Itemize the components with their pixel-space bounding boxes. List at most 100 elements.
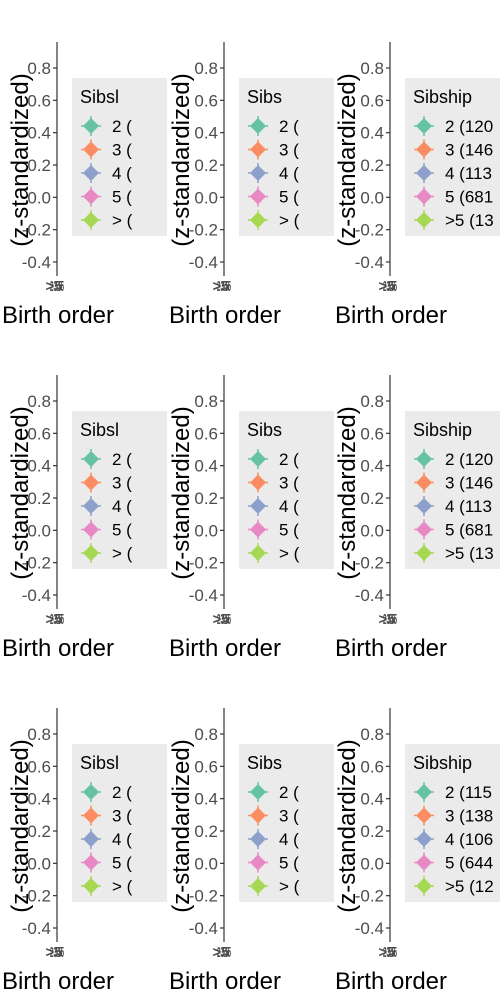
y-tick-label: 0.6 xyxy=(27,757,51,776)
legend-entry-label: 2 ( xyxy=(279,450,299,469)
legend: Sibs 2 (3 (4 (5 (> ( xyxy=(239,411,334,569)
y-tick-label: -0.2 xyxy=(189,221,218,240)
x-tick-label-gt5: >5 xyxy=(45,944,62,961)
legend-diamond-icon xyxy=(250,118,266,134)
y-axis-label: Agreeableness(z-standardized) xyxy=(333,406,361,579)
x-tick-label-overlap: 2345 xyxy=(217,278,231,295)
y-tick-label: 0.2 xyxy=(360,489,384,508)
legend-entry-label: 5 ( xyxy=(279,521,299,540)
y-tick-label: 0.4 xyxy=(27,790,51,809)
legend-entry-label: >5 (13 xyxy=(445,544,494,563)
y-axis-label-line2: (z-standardized) xyxy=(7,73,34,246)
legend-entry-label: 2 ( xyxy=(279,783,299,802)
legend-entry-label: 5 ( xyxy=(112,854,132,873)
legend: Sibship 2 (120 3 (146 4 (113 5 (681 >5 (13 xyxy=(405,78,500,236)
y-tick-label: 0.4 xyxy=(27,457,51,476)
y-tick-label: 0.4 xyxy=(360,457,384,476)
y-tick-label: -0.4 xyxy=(355,919,384,938)
legend-background xyxy=(72,78,167,236)
x-tick-label-overlap: 2345 xyxy=(217,944,231,961)
legend-entry-label: > ( xyxy=(279,544,300,563)
legend-diamond-icon xyxy=(250,854,266,871)
legend-entry-label: > ( xyxy=(279,211,300,230)
legend-title: Sibs xyxy=(247,87,282,107)
legend-background xyxy=(239,78,334,236)
legend-entry-label: 3 ( xyxy=(112,141,132,160)
y-tick-label: -0.4 xyxy=(189,586,218,605)
x-tick-label-overlap: 2345 xyxy=(50,611,64,628)
y-tick-label: 0.2 xyxy=(27,822,51,841)
legend-entry-label: >5 (13 xyxy=(445,211,494,230)
y-tick-label: 0.4 xyxy=(194,124,218,143)
legend-entry-label: 3 ( xyxy=(112,474,132,493)
y-tick-label: 0.4 xyxy=(360,124,384,143)
panel-3: Extraversion(z-standardized)0.8 0.6 0.4 0.2… xyxy=(334,42,500,329)
y-tick-label: 0.8 xyxy=(360,725,384,744)
legend-diamond-icon xyxy=(83,474,99,491)
legend-diamond-icon xyxy=(83,451,99,467)
legend-diamond-icon xyxy=(416,474,432,491)
legend-diamond-icon xyxy=(83,521,99,538)
legend-entry-label: 3 ( xyxy=(279,807,299,826)
legend-diamond-icon xyxy=(83,498,99,514)
legend-diamond-icon xyxy=(416,831,432,847)
legend-diamond-icon xyxy=(250,498,266,514)
legend-entry-label: 3 (146 xyxy=(445,474,493,493)
panel-content: (z-standardized)0.8 0.6 0.4 0.2 0.0 -0.2 -0.4 2… xyxy=(2,708,167,995)
legend-diamond-icon xyxy=(83,545,99,561)
x-axis-label: Birth order xyxy=(169,968,281,995)
y-tick-label: -0.2 xyxy=(189,554,218,573)
legend-entry-label: 3 ( xyxy=(279,474,299,493)
legend-entry-label: > ( xyxy=(112,544,133,563)
y-tick-label: 0.0 xyxy=(360,854,384,873)
legend-background xyxy=(405,78,500,236)
x-tick-label-overlap: 2345 xyxy=(217,611,231,628)
y-tick-label: 0.6 xyxy=(360,424,384,443)
y-tick-label: 0.2 xyxy=(27,156,51,175)
y-tick-label: -0.4 xyxy=(22,586,51,605)
y-tick-label: 0.6 xyxy=(27,91,51,110)
y-axis-label-line2: (z-standardized) xyxy=(334,406,361,579)
legend-entry-label: 4 ( xyxy=(279,830,299,849)
y-tick-label: -0.2 xyxy=(22,554,51,573)
y-axis-label-line2: (z-standardized) xyxy=(168,73,195,246)
legend-title: Sibs xyxy=(247,753,282,773)
y-tick-label: 0.8 xyxy=(194,725,218,744)
y-tick-label: -0.2 xyxy=(22,887,51,906)
y-tick-label: 0.2 xyxy=(27,489,51,508)
y-tick-label: 0.8 xyxy=(360,59,384,78)
legend-entry-label: 5 (644 xyxy=(445,854,493,873)
legend-background xyxy=(239,411,334,569)
legend-background xyxy=(239,744,334,902)
legend-entry-label: 4 (113 xyxy=(445,164,492,183)
legend-diamond-icon xyxy=(83,165,99,181)
legend-entry-label: >5 (12 xyxy=(445,877,494,896)
panel-2: Years of education(z-standardized)0.8 0.6… xyxy=(168,42,334,329)
legend-entry-label: 3 (138 xyxy=(445,807,493,826)
x-axis-label: Birth order xyxy=(169,635,281,662)
legend-entry-label: 2 (115 xyxy=(445,783,492,802)
y-tick-label: 0.8 xyxy=(27,392,51,411)
x-tick-label-gt5: >5 xyxy=(45,278,62,295)
legend-entry-label: 4 ( xyxy=(279,164,299,183)
y-tick-label: 0.8 xyxy=(194,59,218,78)
y-tick-label: 0.8 xyxy=(194,392,218,411)
legend: Sibs 2 (3 (4 (5 (> ( xyxy=(239,744,334,902)
legend-entry-label: 4 ( xyxy=(112,164,132,183)
legend-entry-label: 2 ( xyxy=(279,117,299,136)
legend-entry-label: 4 (106 xyxy=(445,830,493,849)
x-tick-label-overlap: 2345 xyxy=(383,611,397,628)
legend-title: Sibship xyxy=(413,753,472,773)
legend-entry-label: 2 ( xyxy=(112,783,132,802)
x-tick-label-gt5: >5 xyxy=(212,611,229,628)
y-tick-label: 0.8 xyxy=(360,392,384,411)
x-tick-label-overlap: 2345 xyxy=(383,944,397,961)
legend: Sibsl 2 (3 (4 (5 (> ( xyxy=(72,411,167,569)
panel-content: (z-standardized)0.8 0.6 0.4 0.2 0.0 -0.2 -0.4 2… xyxy=(2,42,167,329)
legend-diamond-icon xyxy=(250,141,266,158)
panel-content: Risk aversion B(z-standardized)0.8 0.6 0.4… xyxy=(334,708,500,995)
legend-diamond-icon xyxy=(416,212,432,228)
legend-title: Sibsl xyxy=(80,87,119,107)
legend-title: Sibsl xyxy=(80,420,119,440)
